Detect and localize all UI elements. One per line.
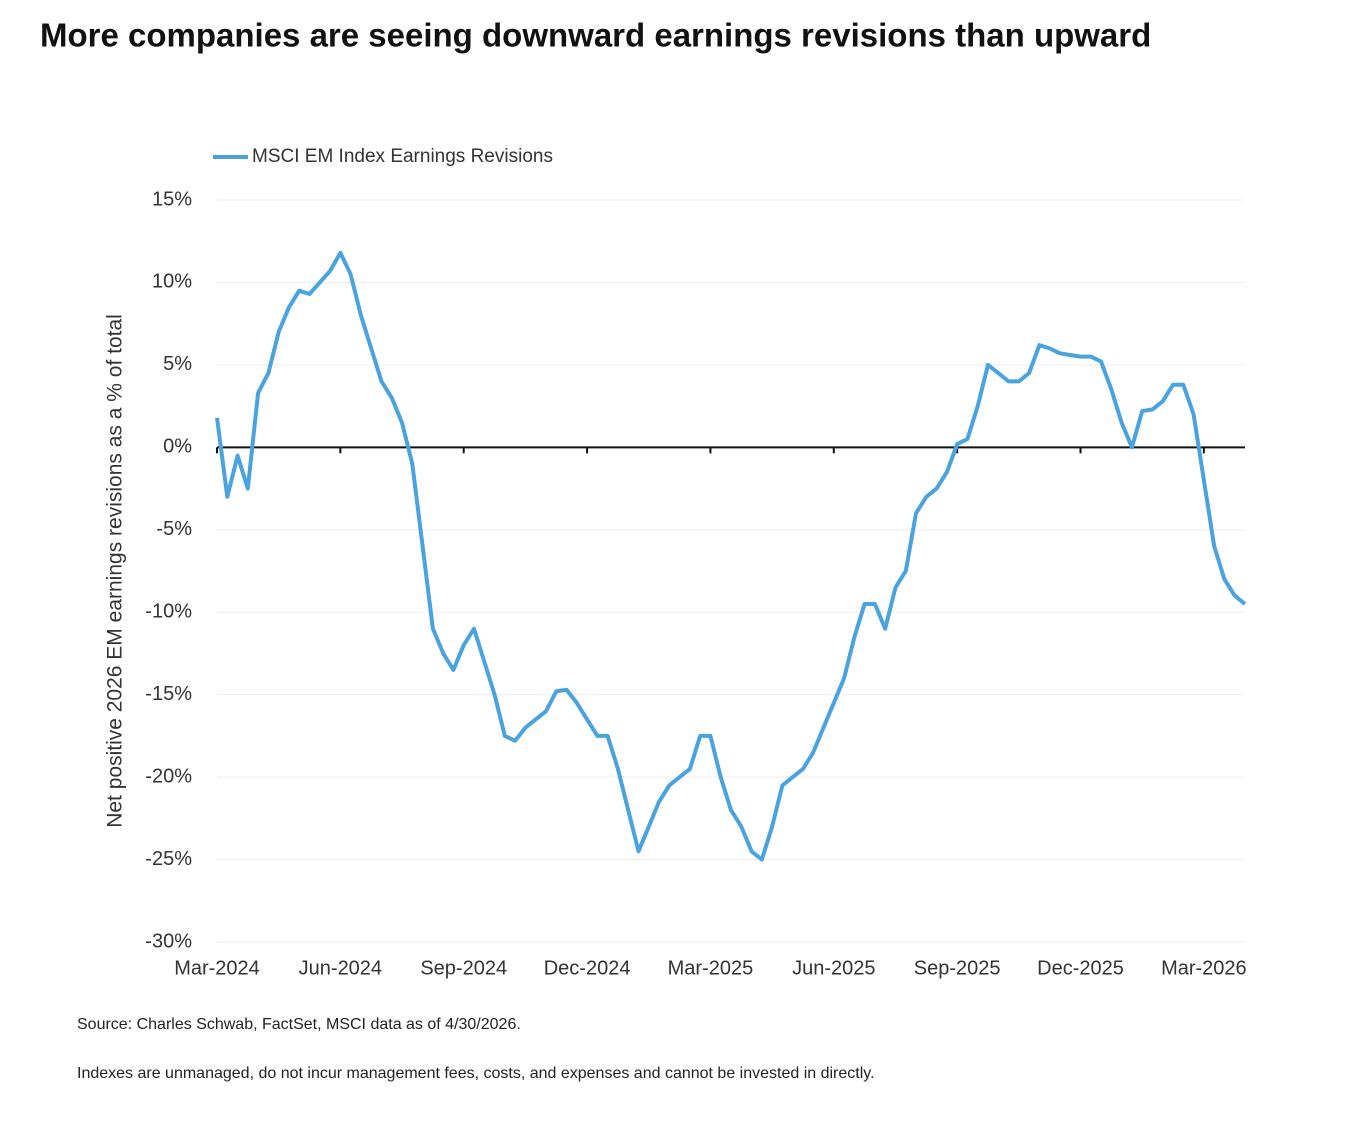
disclaimer-note: Indexes are unmanaged, do not incur mana… [77,1065,875,1082]
source-note: Source: Charles Schwab, FactSet, MSCI da… [77,1016,521,1033]
y-tick-label: -25% [145,848,192,870]
y-tick-label: 5% [163,353,192,375]
legend-label: MSCI EM Index Earnings Revisions [252,146,553,167]
y-tick-label: -20% [145,765,192,787]
x-tick-label: Dec-2025 [1037,957,1124,979]
y-tick-label: -30% [145,930,192,952]
x-tick-label: Dec-2024 [544,957,631,979]
y-tick-label: -10% [145,601,192,623]
x-tick-label: Mar-2026 [1161,957,1247,979]
y-tick-label: 15% [152,188,192,210]
x-tick-label: Sep-2025 [914,957,1001,979]
y-tick-label: -5% [156,518,192,540]
y-tick-label: 0% [163,436,192,458]
x-tick-label: Sep-2024 [420,957,507,979]
y-tick-label: 10% [152,271,192,293]
y-axis-label: Net positive 2026 EM earnings revisions … [104,314,127,828]
x-tick-label: Jun-2024 [299,957,382,979]
chart-title: More companies are seeing downward earni… [40,17,1151,54]
x-tick-label: Mar-2025 [668,957,754,979]
x-tick-label: Jun-2025 [792,957,875,979]
y-tick-label: -15% [145,683,192,705]
series-line [215,250,1247,862]
x-tick-label: Mar-2024 [174,957,260,979]
